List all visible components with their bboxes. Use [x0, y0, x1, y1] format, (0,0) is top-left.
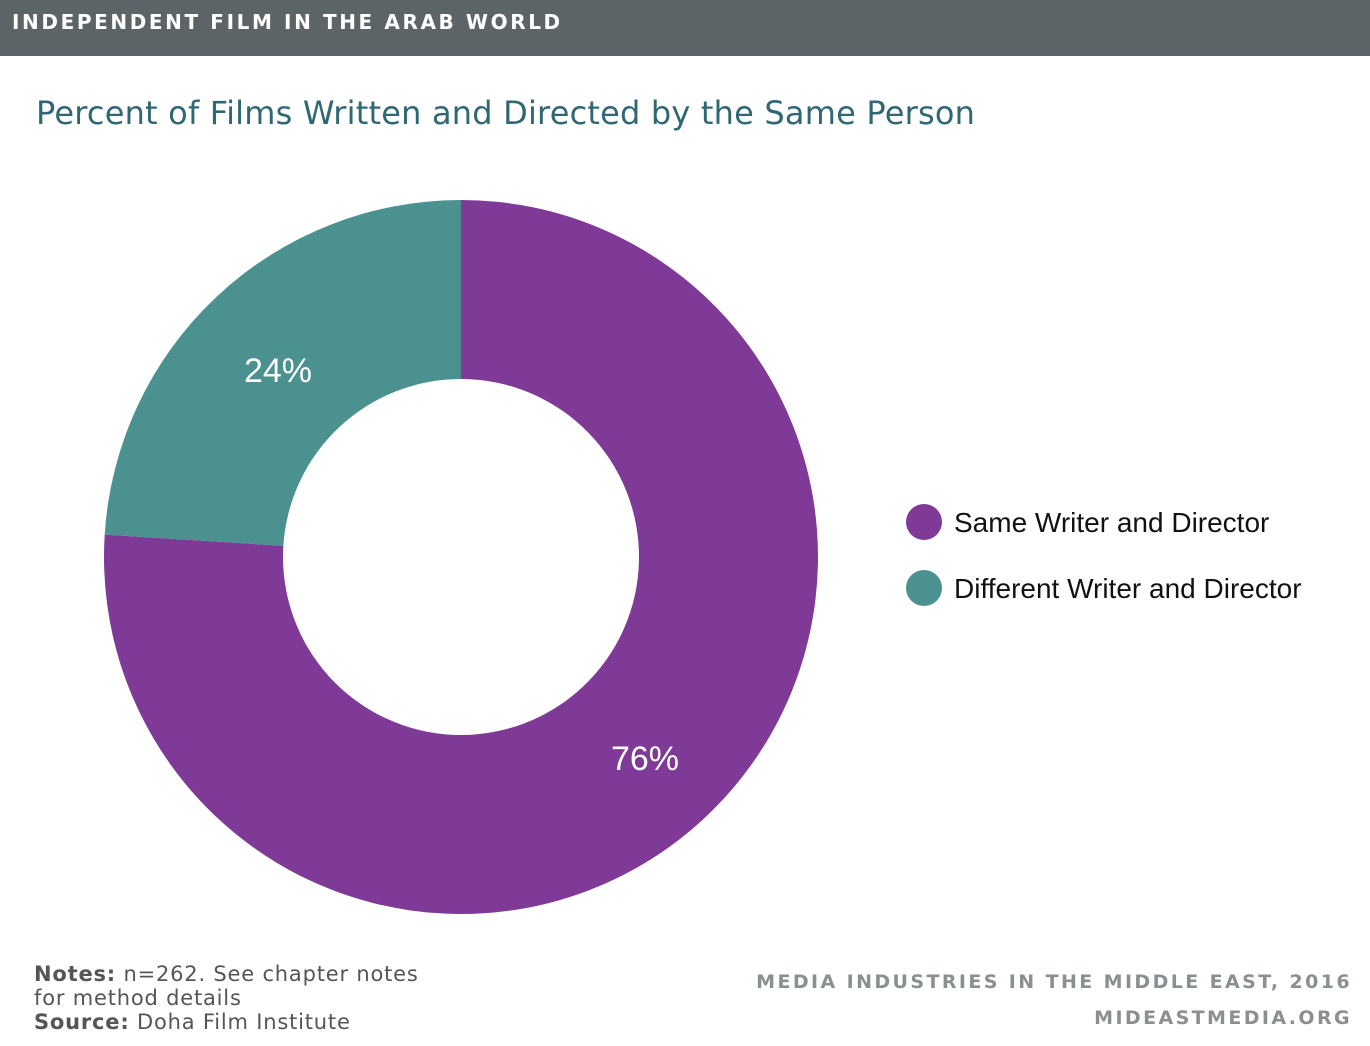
slice-different-writer-director [104, 200, 461, 546]
website-credit: MIDEASTMEDIA.ORG [1094, 1007, 1352, 1029]
notes-text-1: n=262. See chapter notes [115, 962, 419, 986]
publication-credit: MEDIA INDUSTRIES IN THE MIDDLE EAST, 201… [756, 971, 1352, 993]
legend-swatch-same [906, 504, 942, 540]
legend-label-different: Different Writer and Director [954, 573, 1302, 604]
source-text: Doha Film Institute [129, 1010, 351, 1034]
notes-text-2: for method details [34, 986, 242, 1010]
slice-label-same: 76% [611, 740, 679, 778]
legend-label-same: Same Writer and Director [954, 507, 1270, 538]
chart-notes: Notes: n=262. See chapter notes for meth… [34, 962, 419, 1034]
chart-title: Percent of Films Written and Directed by… [36, 94, 976, 132]
notes-label: Notes: [34, 962, 116, 986]
slice-label-different: 24% [244, 352, 312, 390]
source-label: Source: [34, 1010, 130, 1034]
series-label: INDEPENDENT FILM IN THE ARAB WORLD [12, 10, 563, 34]
slice-same-writer-director [104, 200, 818, 914]
legend-swatch-different [906, 570, 942, 606]
top-banner: INDEPENDENT FILM IN THE ARAB WORLD [0, 0, 1370, 56]
